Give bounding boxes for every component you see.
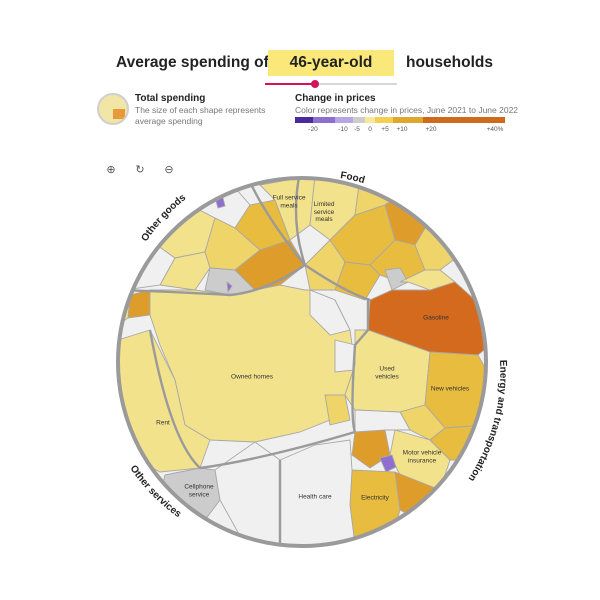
misc-cell xyxy=(324,394,351,426)
label-health-care: Health care xyxy=(298,493,332,501)
page-title: Average spending of 46-year-old househol… xyxy=(0,50,600,80)
age-slider[interactable] xyxy=(265,79,397,89)
title-prefix: Average spending of xyxy=(116,54,269,71)
label-new-vehicles: New vehicles xyxy=(430,385,470,393)
energy-cell xyxy=(379,454,397,473)
color-scale-tick-label: +40% xyxy=(486,126,504,133)
label-owned-homes: Owned homes xyxy=(231,373,273,381)
label-full-service-meals: Full service meals xyxy=(272,194,306,210)
price-change-title: Change in prices xyxy=(295,93,376,104)
total-spending-icon xyxy=(97,93,129,125)
color-scale-segment xyxy=(313,117,335,123)
color-scale-tick-label: +5 xyxy=(381,126,389,133)
color-scale-segment xyxy=(423,117,505,123)
age-slider-fill xyxy=(265,83,316,85)
color-scale-segment xyxy=(295,117,313,123)
color-scale-tick-label: -20 xyxy=(308,126,318,133)
color-scale-segment xyxy=(365,117,375,123)
color-scale-segment xyxy=(393,117,423,123)
color-scale-segment xyxy=(335,117,353,123)
color-scale xyxy=(295,117,505,123)
age-slider-track xyxy=(265,83,397,85)
price-change-legend: Change in prices Color represents change… xyxy=(295,93,518,135)
age-slider-handle[interactable] xyxy=(311,80,320,88)
total-spending-description: The size of each shape represents averag… xyxy=(135,105,266,126)
misc-cell xyxy=(309,289,351,336)
total-spending-title: Total spending xyxy=(135,93,206,104)
outer-ring xyxy=(116,176,488,548)
rent-cell xyxy=(118,329,211,473)
color-scale-tick-label: -10 xyxy=(338,126,348,133)
age-selector[interactable]: 46-year-old xyxy=(268,50,394,76)
other-goods-cell xyxy=(226,280,233,294)
label-rent: Rent xyxy=(156,419,170,427)
zoom-out-icon[interactable]: ⊖ xyxy=(164,164,174,176)
zoom-in-icon[interactable]: ⊕ xyxy=(106,164,116,176)
label-electricity: Electricity xyxy=(361,494,389,502)
label-gasoline: Gasoline xyxy=(423,314,449,322)
color-scale-segment xyxy=(353,117,365,123)
color-scale-tick-label: -5 xyxy=(354,126,360,133)
color-scale-tick-label: +20 xyxy=(425,126,437,133)
reset-icon[interactable]: ↻ xyxy=(135,164,145,176)
price-change-description: Color represents change in prices, June … xyxy=(295,105,519,115)
label-motor-vehicle-insurance: Motor vehicle insurance xyxy=(402,449,442,465)
color-scale-tick-label: +10 xyxy=(396,126,408,133)
total-spending-legend: Total spending The size of each shape re… xyxy=(97,93,287,129)
label-used-vehicles: Used vehicles xyxy=(375,365,399,381)
title-suffix: households xyxy=(406,54,493,71)
misc-cell xyxy=(334,339,356,373)
other-goods-cell xyxy=(159,251,211,291)
color-scale-segment xyxy=(375,117,393,123)
label-limited-service-meals: Limited service meals xyxy=(313,200,335,223)
label-cellphone-service: Cellphone service xyxy=(184,483,214,499)
full-service-meals-cell xyxy=(259,178,316,241)
color-scale-tick-label: 0 xyxy=(368,126,372,133)
electricity-cell xyxy=(349,469,401,546)
